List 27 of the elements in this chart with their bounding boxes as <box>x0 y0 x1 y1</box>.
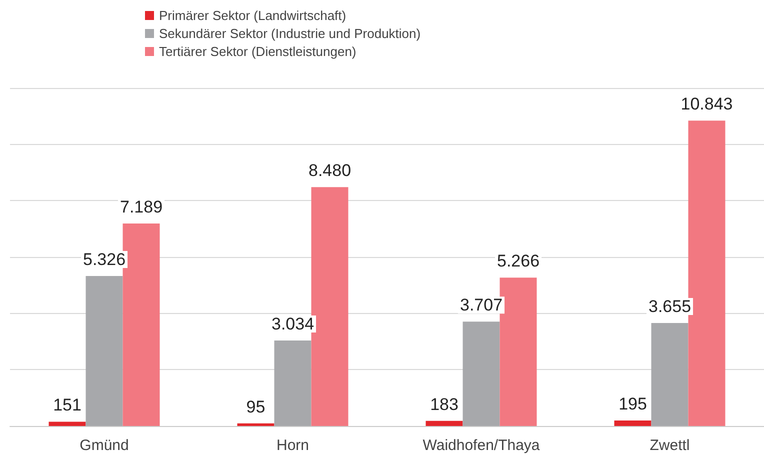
data-label: 3.034 <box>271 314 314 334</box>
bar <box>274 340 312 426</box>
data-label: 10.843 <box>680 94 733 114</box>
data-label: 195 <box>618 394 647 414</box>
data-label: 3.707 <box>460 296 503 315</box>
legend-label: Primärer Sektor (Landwirtschaft) <box>159 8 346 23</box>
x-tick-label: Horn <box>276 437 310 454</box>
legend-label: Sekundärer Sektor (Industrie und Produktion) <box>159 26 421 41</box>
x-tick-label: Waidhofen/Thaya <box>422 437 540 454</box>
data-label: 95 <box>246 397 266 416</box>
data-label: 183 <box>430 394 458 414</box>
bar <box>86 276 123 426</box>
x-tick-label: Gmünd <box>80 437 129 454</box>
bar <box>462 322 500 426</box>
x-tick-label: Zwettl <box>650 437 690 454</box>
data-label: 5.266 <box>496 252 540 271</box>
bar <box>651 323 688 426</box>
bar <box>426 420 463 426</box>
data-label: 5.326 <box>82 250 126 269</box>
data-label: 7.189 <box>120 198 163 217</box>
bar <box>48 422 86 426</box>
data-label: 8.480 <box>308 161 352 180</box>
bar <box>614 420 652 426</box>
legend-label: Tertiärer Sektor (Dienstleistungen) <box>159 44 356 59</box>
data-label: 3.655 <box>648 297 692 316</box>
bar <box>237 423 274 426</box>
data-label: 151 <box>53 396 82 415</box>
